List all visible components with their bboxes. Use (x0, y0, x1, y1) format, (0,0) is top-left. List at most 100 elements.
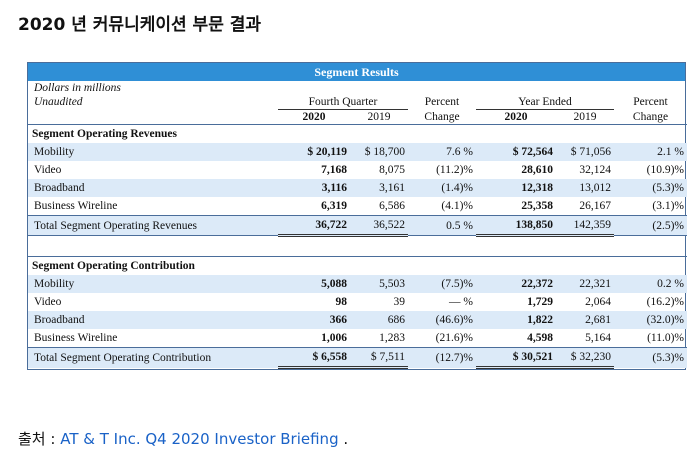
cell: (4.1)% (441, 200, 473, 212)
cell: 6,319 (321, 200, 347, 212)
section-row: Segment Operating Contribution (28, 256, 687, 275)
cell: 8,075 (379, 164, 405, 176)
cell: 28,610 (521, 164, 553, 176)
cell: 98 (335, 296, 348, 308)
cell: — % (449, 296, 473, 308)
header: Percent (633, 96, 668, 109)
header: Change (424, 110, 460, 123)
cell: 3,161 (350, 179, 408, 197)
table: Dollars in millions Unaudited Fourth Qua… (28, 81, 687, 369)
source-suffix: . (343, 430, 349, 448)
cell: (12.7)% (408, 347, 476, 368)
header: Year Ended (476, 95, 614, 110)
row-label: Total Segment Operating Contribution (28, 347, 278, 368)
source-link[interactable]: AT & T Inc. Q4 2020 Investor Briefing (60, 430, 339, 448)
cell: (5.3)% (614, 179, 687, 197)
header: 2020 (504, 111, 528, 123)
cell: (46.6)% (408, 311, 476, 329)
cell: 32,124 (579, 164, 611, 176)
cell: $ 6,558 (278, 347, 350, 369)
title: 2020 년 커뮤니케이션 부문 결과 (18, 15, 262, 35)
segment-table: Segment Results Dollars in millions Unau… (27, 62, 687, 370)
cell: 1,729 (527, 296, 553, 308)
cell: 36,722 (278, 215, 350, 237)
source-prefix: 출처 : (18, 430, 56, 448)
cell: 36,522 (350, 215, 408, 237)
data-row: Broadband 3,116 3,161 (1.4)% 12,318 13,012 (5.… (28, 179, 687, 197)
data-row: Mobility $ 20,119 $ 18,700 7.6 % $ 72,564 $ 7… (28, 143, 687, 161)
header-row: Unaudited Fourth Quarter Percent Year En… (28, 95, 687, 110)
data-row: Business Wireline 6,319 6,586 (4.1)% 25,358 2… (28, 197, 687, 216)
section-row: Segment Operating Revenues (28, 124, 687, 143)
row-label: Broadband (28, 179, 278, 197)
section-heading: Segment Operating Revenues (28, 124, 687, 143)
cell: 0.2 % (614, 275, 687, 293)
header: 2020 (302, 111, 326, 123)
data-row: Video 7,168 8,075 (11.2)% 28,610 32,124 (10.9)… (28, 161, 687, 179)
row-label: Mobility (28, 143, 278, 161)
cell: 5,088 (278, 275, 350, 293)
total-row: Total Segment Operating Revenues 36,722 36… (28, 215, 687, 237)
spacer (28, 235, 687, 257)
cell: 686 (350, 311, 408, 329)
cell: 22,321 (556, 275, 614, 293)
section-heading: Segment Operating Contribution (28, 256, 687, 275)
cell: $ 71,056 (556, 143, 614, 161)
cell: (16.2)% (646, 296, 684, 308)
cell: 2.1 % (614, 143, 687, 161)
cell: 5,164 (585, 332, 611, 344)
cell: 22,372 (476, 275, 556, 293)
header-row: Dollars in millions (28, 81, 687, 95)
row-label: Business Wireline (34, 200, 118, 212)
cell: 7.6 % (408, 143, 476, 161)
cell: $ 18,700 (350, 143, 408, 161)
cell: (10.9)% (646, 164, 684, 176)
cell: (1.4)% (408, 179, 476, 197)
cell: (32.0)% (614, 311, 687, 329)
cell: $ 72,564 (476, 143, 556, 161)
row-label: Video (34, 164, 62, 176)
cell: (5.3)% (614, 347, 687, 368)
header: Fourth Quarter (278, 95, 408, 110)
header-note: Unaudited (34, 96, 83, 109)
header: Change (632, 110, 669, 123)
cell: 7,168 (321, 164, 347, 176)
cell: 4,598 (527, 332, 553, 344)
cell: 0.5 % (408, 215, 476, 236)
data-row: Video 98 39 — % 1,729 2,064 (16.2)% (28, 293, 687, 311)
row-label: Business Wireline (34, 332, 118, 344)
cell: 1,283 (379, 332, 405, 344)
row-label: Total Segment Operating Revenues (28, 215, 278, 236)
header: 2019 (573, 111, 597, 123)
data-row: Broadband 366 686 (46.6)% 1,822 2,681 (32.0)% (28, 311, 687, 329)
header: Percent (424, 96, 460, 109)
cell: 25,358 (521, 200, 553, 212)
cell: 26,167 (579, 200, 611, 212)
table-body: Dollars in millions Unaudited Fourth Qua… (28, 81, 687, 369)
data-row: Business Wireline 1,006 1,283 (21.6)% 4,598 5… (28, 329, 687, 348)
cell: $ 32,230 (556, 347, 614, 369)
cell: 1,822 (476, 311, 556, 329)
cell: (2.5)% (614, 215, 687, 236)
header-note: Dollars in millions (34, 82, 121, 94)
cell: (11.0)% (647, 332, 684, 344)
cell: (7.5)% (408, 275, 476, 293)
header-row: 2020 2019 Change 2020 2019 Change (28, 110, 687, 125)
data-row: Mobility 5,088 5,503 (7.5)% 22,372 22,321 0.2 … (28, 275, 687, 293)
cell: 366 (278, 311, 350, 329)
cell: $ 7,511 (350, 347, 408, 369)
spacer-row (28, 235, 687, 257)
row-label: Video (34, 296, 62, 308)
cell: (11.2)% (436, 164, 473, 176)
cell: 6,586 (379, 200, 405, 212)
cell: 142,359 (556, 215, 614, 237)
cell: 39 (393, 296, 406, 308)
cell: (3.1)% (652, 200, 684, 212)
cell: 2,064 (585, 296, 611, 308)
header: 2019 (367, 111, 391, 123)
cell: 12,318 (476, 179, 556, 197)
cell: $ 20,119 (278, 143, 350, 161)
row-label: Broadband (28, 311, 278, 329)
cell: 3,116 (278, 179, 350, 197)
